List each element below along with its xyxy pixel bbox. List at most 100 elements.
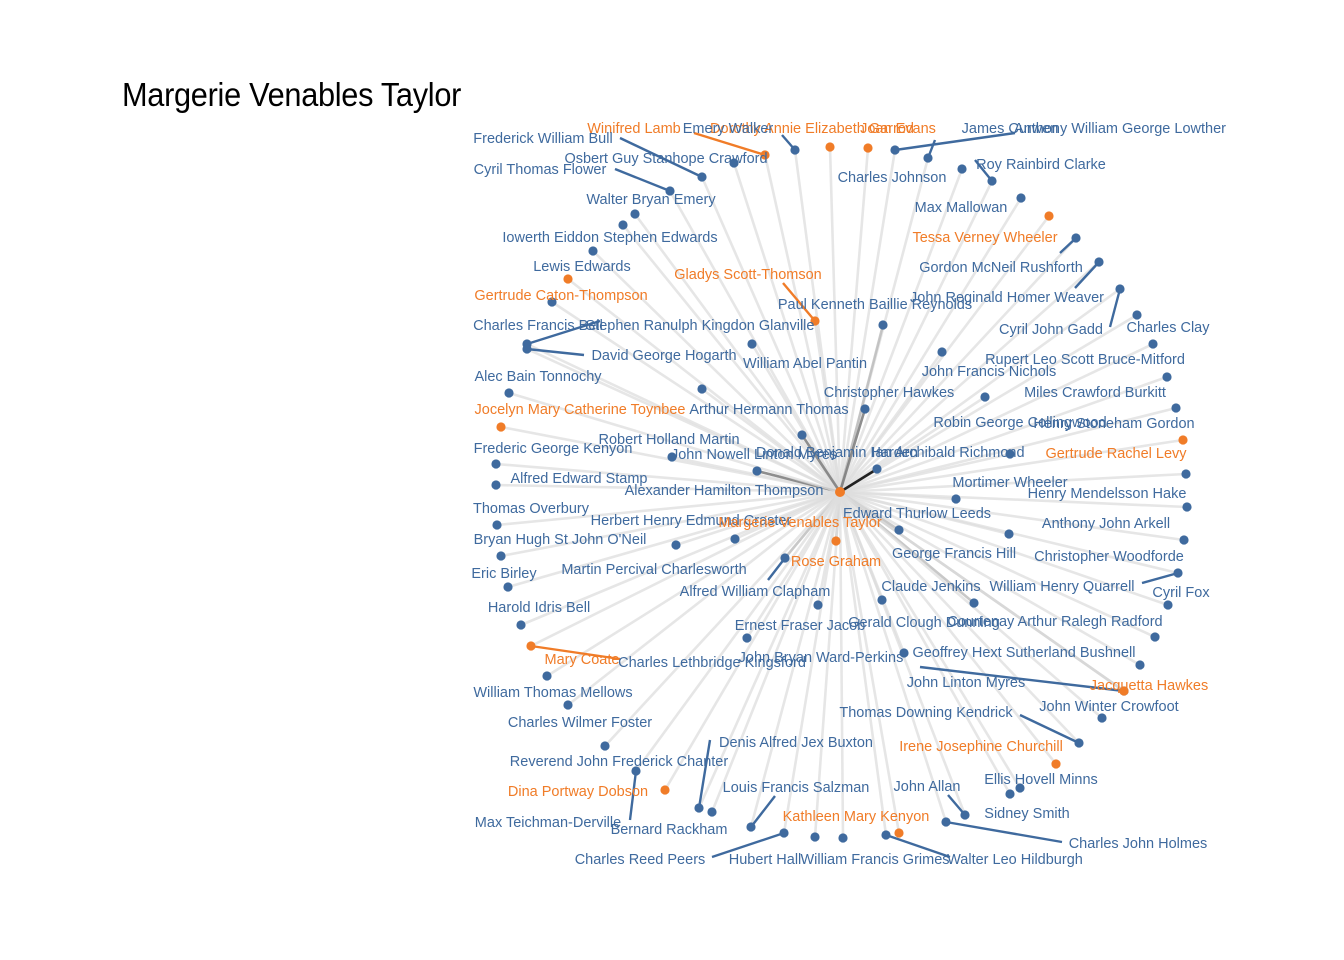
node-max-mallowan[interactable] (1016, 193, 1026, 203)
node-robert-holland-martin[interactable] (667, 452, 677, 462)
node-ian-archibald-richmond[interactable] (872, 464, 882, 474)
node-courtenay-arthur-ralegh-radford[interactable] (1150, 632, 1160, 642)
node-alexander-hamilton-thompson[interactable] (504, 388, 514, 398)
node-hubert-hall[interactable] (810, 832, 820, 842)
label-bryan-hugh-st-john-o-neil: Bryan Hugh St John O'Neil (474, 532, 647, 548)
node-center[interactable] (835, 487, 845, 497)
label-rose-graham: Rose Graham (791, 554, 881, 570)
node-gladys-scott-thomson[interactable] (810, 316, 820, 326)
node-james-curwen[interactable] (923, 153, 933, 163)
node-ernest-fraser-jacob[interactable] (813, 600, 823, 610)
node-herbert-henry-edmund-craster[interactable] (730, 534, 740, 544)
node-louis-francis-salzman[interactable] (746, 822, 756, 832)
node-thomas-downing-kendrick[interactable] (1074, 738, 1084, 748)
edge-charles-clay (839, 313, 1138, 494)
node-winifred-lamb[interactable] (760, 150, 770, 160)
node-christopher-woodforde[interactable] (1179, 535, 1189, 545)
node-geoffrey-hext-sutherland-bushnell[interactable] (1135, 660, 1145, 670)
node-cyril-fox[interactable] (1163, 600, 1173, 610)
node-gerald-clough-dunning[interactable] (969, 598, 979, 608)
node-william-francis-grimes[interactable] (838, 833, 848, 843)
node-miles-crawford-burkitt[interactable] (1162, 372, 1172, 382)
node-irene-josephine-churchill[interactable] (1051, 759, 1061, 769)
node-iowerth-eiddon-stephen-edwards[interactable] (618, 220, 628, 230)
node-mortimer-wheeler[interactable] (951, 494, 961, 504)
node-charles-clay[interactable] (1132, 310, 1142, 320)
node-charles-johnson[interactable] (957, 164, 967, 174)
node-denis-alfred-jex-buxton[interactable] (694, 803, 704, 813)
node-john-reginald-homer-weaver[interactable] (1094, 257, 1104, 267)
node-paul-kenneth-baillie-reynolds[interactable] (878, 320, 888, 330)
node-george-francis-hill[interactable] (1004, 529, 1014, 539)
edge-cyril-john-gadd (839, 287, 1121, 494)
node-rose-graham[interactable] (831, 536, 841, 546)
node-cyril-thomas-flower[interactable] (665, 186, 675, 196)
node-robin-george-collingwood[interactable] (1005, 449, 1015, 459)
node-charles-lethbridge-kingsford[interactable] (742, 633, 752, 643)
node-john-winter-crowfoot[interactable] (1097, 713, 1107, 723)
node-gertrude-rachel-levy[interactable] (1178, 435, 1188, 445)
node-frederick-william-bull[interactable] (697, 172, 707, 182)
node-dorothy-annie-elizabeth-garrod[interactable] (825, 142, 835, 152)
node-lewis-edwards[interactable] (588, 246, 598, 256)
node-thomas-overbury[interactable] (492, 520, 502, 530)
node-kathleen-mary-kenyon[interactable] (894, 828, 904, 838)
node-anthony-william-george-lowther[interactable] (890, 145, 900, 155)
node-bernard-rackham[interactable] (707, 807, 717, 817)
node-jacquetta-hawkes[interactable] (1119, 686, 1129, 696)
node-charles-francis-bell[interactable] (547, 297, 557, 307)
node-bryan-hugh-st-john-o-neil[interactable] (671, 540, 681, 550)
node-arthur-hermann-thomas[interactable] (697, 384, 707, 394)
node-edward-thurlow-leeds[interactable] (894, 525, 904, 535)
node-mary-coate[interactable] (526, 641, 536, 651)
node-charles-reed-peers[interactable] (779, 828, 789, 838)
label-john-francis-nichols: John Francis Nichols (922, 364, 1057, 380)
node-william-thomas-mellows[interactable] (542, 671, 552, 681)
node-donald-benjamin-harden[interactable] (797, 430, 807, 440)
node-sidney-smith[interactable] (1015, 783, 1025, 793)
node-charles-john-holmes[interactable] (941, 817, 951, 827)
node-martin-percival-charlesworth[interactable] (496, 551, 506, 561)
node-max-teichman-derville[interactable] (631, 766, 641, 776)
node-john-francis-nichols[interactable] (980, 392, 990, 402)
node-harold-idris-bell[interactable] (516, 620, 526, 630)
node-christopher-hawkes[interactable] (860, 404, 870, 414)
node-david-george-hogarth[interactable] (522, 344, 532, 354)
node-alfred-edward-stamp[interactable] (491, 480, 501, 490)
node-henry-stoneham-gordon[interactable] (1171, 403, 1181, 413)
node-jocelyn-mary-catherine-toynbee[interactable] (496, 422, 506, 432)
node-rupert-leo-scott-bruce-mitford[interactable] (937, 347, 947, 357)
node-william-abel-pantin[interactable] (747, 339, 757, 349)
label-max-mallowan: Max Mallowan (915, 200, 1008, 216)
node-john-allan[interactable] (960, 810, 970, 820)
node-tessa-verney-wheeler[interactable] (1044, 211, 1054, 221)
node-anthony-john-arkell[interactable] (1182, 502, 1192, 512)
node-eric-birley[interactable] (503, 582, 513, 592)
node-emery-walker[interactable] (790, 145, 800, 155)
node-dina-portway-dobson[interactable] (660, 785, 670, 795)
node-henry-mendelsson-hake[interactable] (1181, 469, 1191, 479)
node-walter-bryan-emery[interactable] (630, 209, 640, 219)
node-claude-jenkins[interactable] (877, 595, 887, 605)
node-roy-rainbird-clarke[interactable] (987, 176, 997, 186)
label-frederic-george-kenyon: Frederic George Kenyon (474, 441, 633, 457)
node-walter-leo-hildburgh[interactable] (881, 830, 891, 840)
node-william-henry-quarrell[interactable] (1173, 568, 1183, 578)
label-robert-holland-martin: Robert Holland Martin (598, 432, 739, 448)
node-john-nowell-linton-myres[interactable] (752, 466, 762, 476)
node-gordon-mcneil-rushforth[interactable] (1071, 233, 1081, 243)
node-alfred-william-clapham[interactable] (780, 553, 790, 563)
node-cyril-john-gadd[interactable] (1115, 284, 1125, 294)
node-charles-wilmer-foster[interactable] (563, 700, 573, 710)
node-ellis-hovell-minns[interactable] (1005, 789, 1015, 799)
edge-frederic-george-kenyon (495, 462, 841, 494)
node-joan-evans[interactable] (863, 143, 873, 153)
node-alec-bain-tonnochy[interactable] (1148, 339, 1158, 349)
leader-thomas-downing-kendrick (1019, 713, 1080, 745)
node-reverend-john-frederick-chanter[interactable] (600, 741, 610, 751)
node-john-bryan-ward-perkins[interactable] (899, 648, 909, 658)
node-frederic-george-kenyon[interactable] (491, 459, 501, 469)
node-gertrude-caton-thompson[interactable] (563, 274, 573, 284)
node-osbert-guy-stanhope-crawford[interactable] (729, 158, 739, 168)
